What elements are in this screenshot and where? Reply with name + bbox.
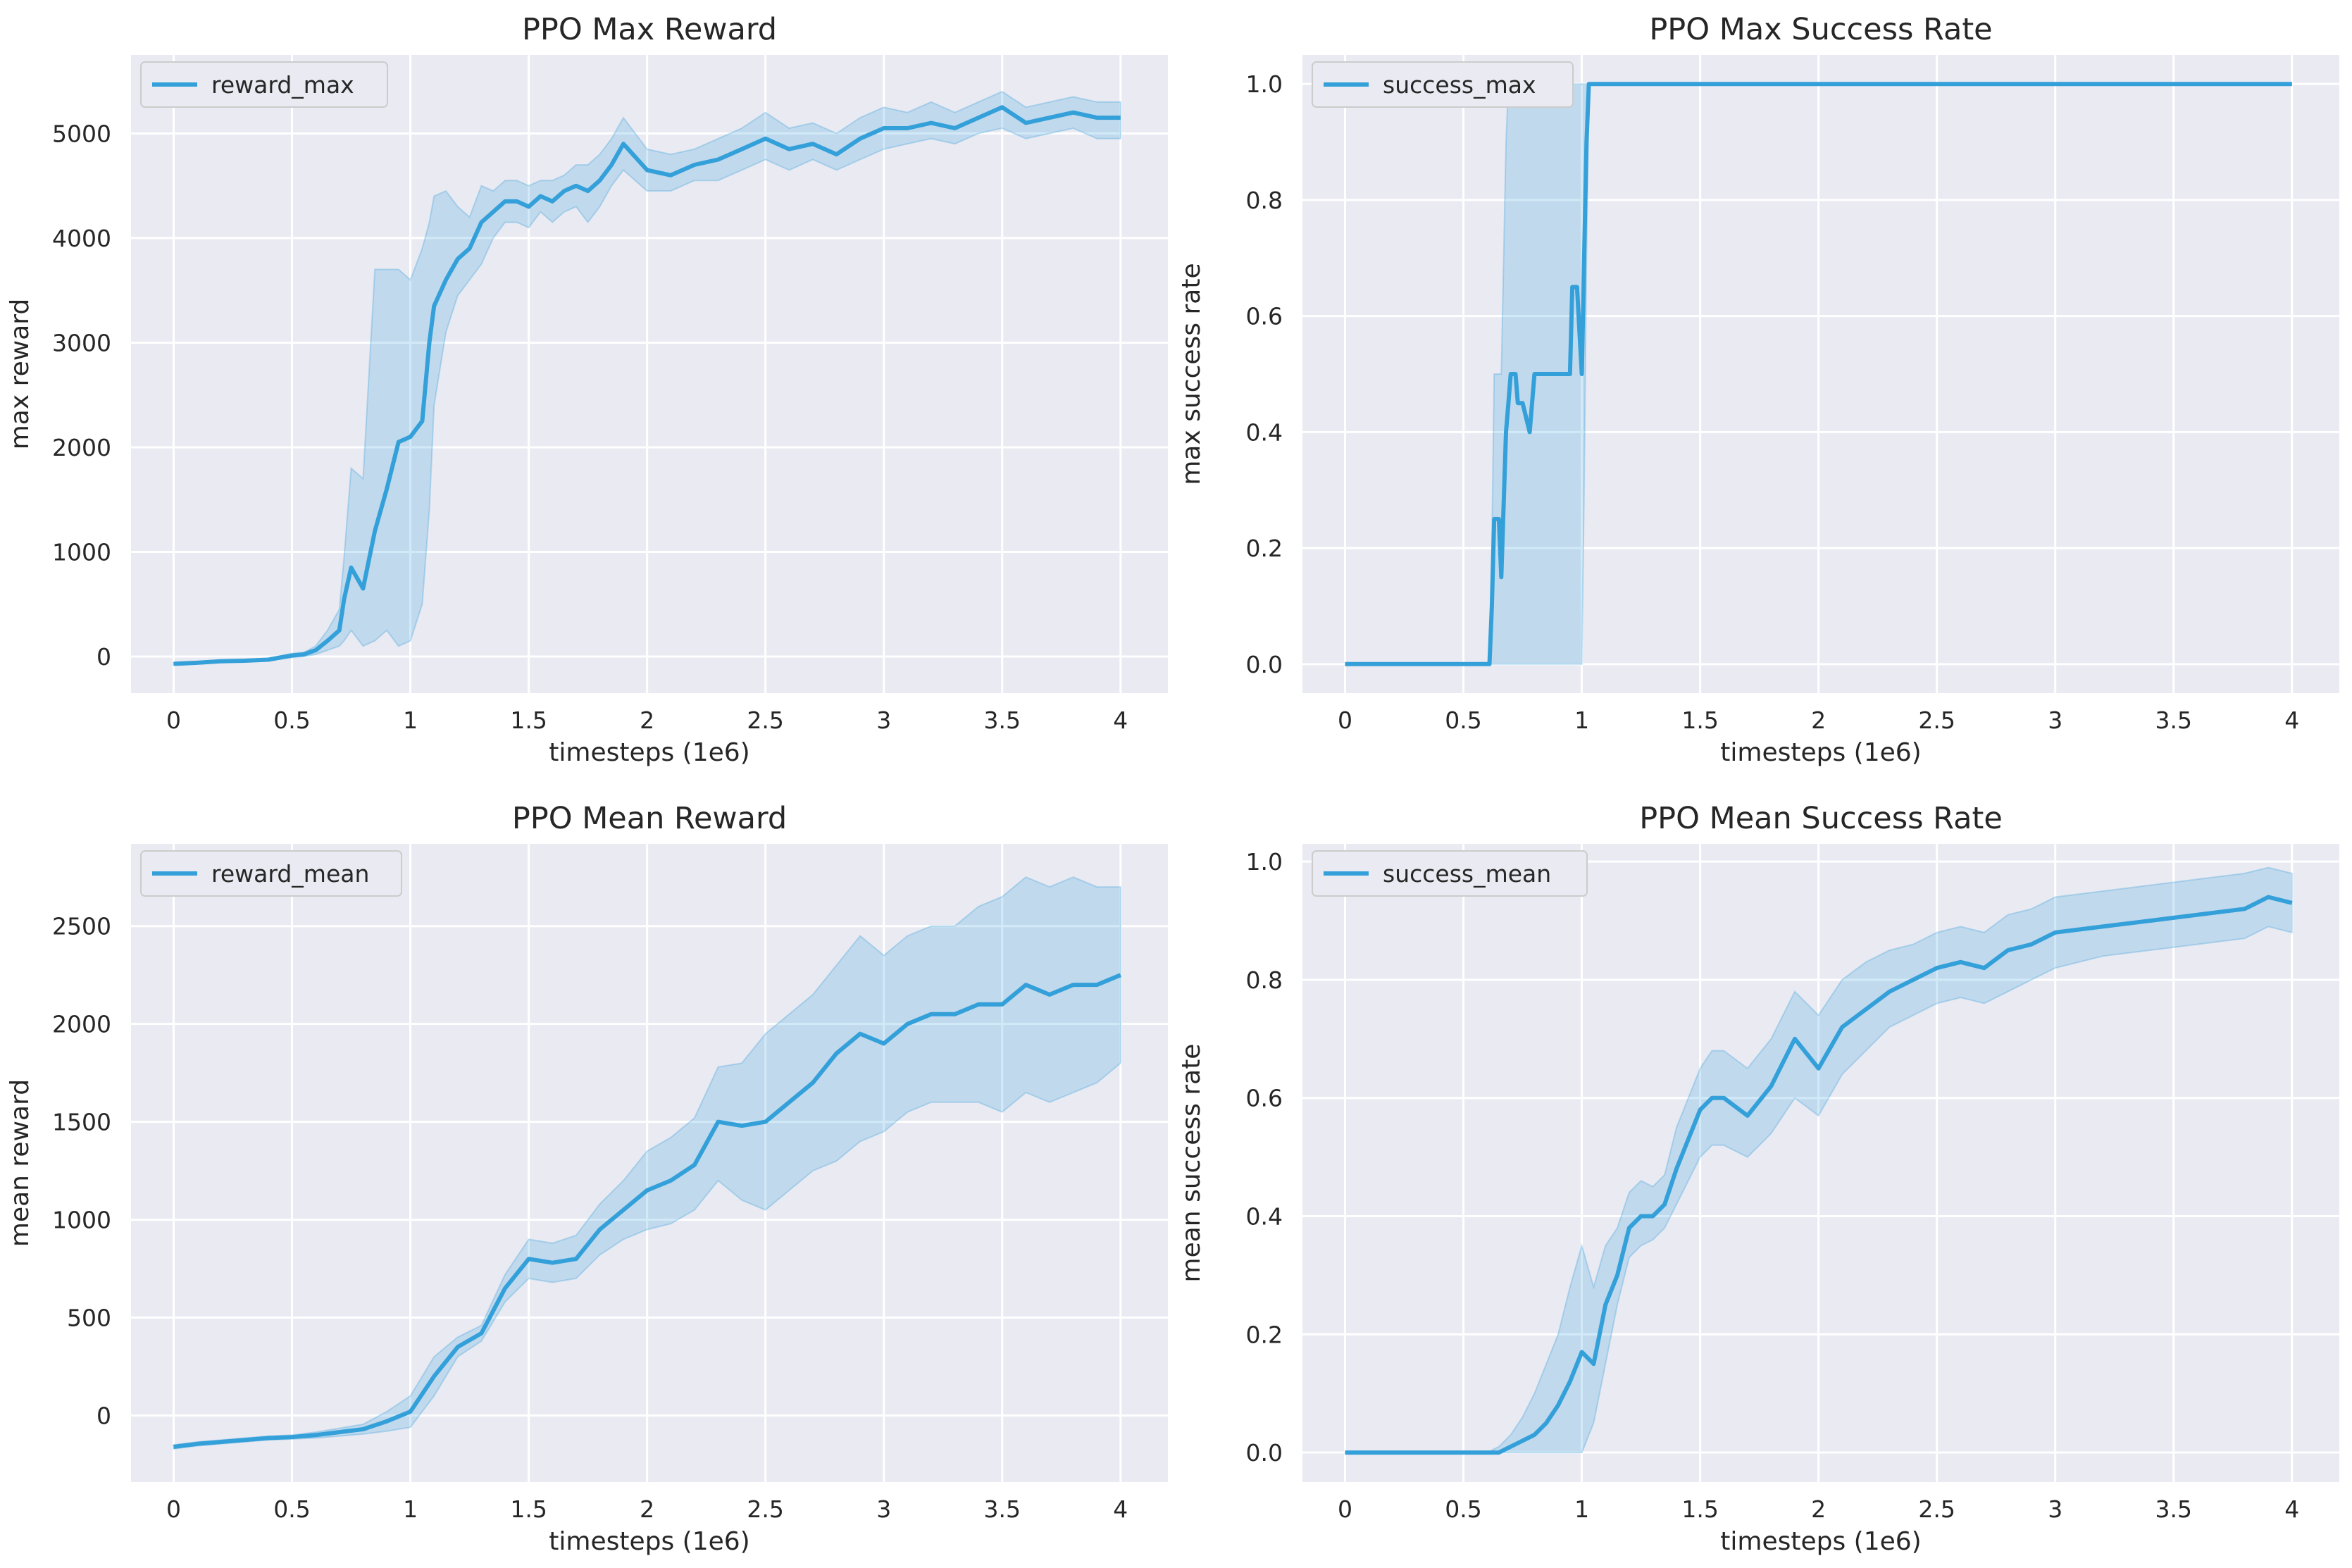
series-line-success_mean	[1345, 895, 2293, 1455]
plot-area	[1302, 55, 2339, 693]
legend: reward_max	[140, 61, 388, 108]
y-tick-label: 4000	[52, 225, 111, 252]
x-tick-label: 1	[403, 1495, 418, 1523]
x-tick-label: 3	[876, 707, 891, 734]
x-tick-label: 3	[2048, 707, 2062, 734]
x-tick-label: 4	[2284, 707, 2299, 734]
y-axis-label: max success rate	[1177, 263, 1206, 485]
chart-title: PPO Max Success Rate	[1649, 12, 1992, 47]
x-tick-label: 2.5	[1918, 1495, 1955, 1523]
x-tick-label: 1.5	[510, 707, 547, 734]
y-tick-label: 500	[67, 1305, 111, 1332]
x-tick-label: 2	[640, 707, 654, 734]
y-axis-label: mean success rate	[1177, 1044, 1206, 1283]
x-tick-label: 3.5	[984, 1495, 1021, 1523]
y-tick-label: 1.0	[1246, 848, 1283, 876]
y-tick-label: 0	[97, 1402, 111, 1430]
chart-panel-mean_reward: 0 0.5 1 1.5 2 2.5 3 3.5 4 0 500 1000 1500 2000 2500 PPO…	[6, 801, 1168, 1556]
legend: success_mean	[1312, 850, 1588, 897]
series-band-reward_mean	[173, 876, 1121, 1450]
x-tick-label: 1.5	[510, 1495, 547, 1523]
y-tick-label: 1000	[52, 1207, 111, 1234]
y-tick-label: 0.2	[1246, 535, 1283, 562]
y-axis-label: max reward	[6, 299, 35, 450]
series-line-reward_max	[173, 105, 1121, 666]
x-tick-label: 3.5	[2155, 707, 2192, 734]
x-tick-label: 2	[640, 1495, 654, 1523]
y-tick-label: 1000	[52, 538, 111, 566]
chart-title: PPO Max Reward	[522, 12, 777, 47]
x-tick-label: 0.5	[1445, 707, 1481, 734]
x-axis-label: timesteps (1e6)	[1720, 738, 1921, 767]
y-tick-label: 3000	[52, 329, 111, 356]
y-tick-label: 0.8	[1246, 966, 1283, 994]
legend: reward_mean	[140, 850, 402, 897]
x-tick-label: 1.5	[1681, 1495, 1718, 1523]
x-tick-label: 1	[1574, 1495, 1589, 1523]
y-tick-label: 0.0	[1246, 651, 1283, 678]
x-tick-label: 3.5	[2155, 1495, 2192, 1523]
legend: success_max	[1312, 61, 1574, 108]
y-tick-label: 0.2	[1246, 1321, 1283, 1348]
x-tick-label: 2	[1811, 1495, 1826, 1523]
x-tick-label: 2.5	[747, 1495, 783, 1523]
y-tick-label: 5000	[52, 120, 111, 147]
y-tick-label: 2500	[52, 913, 111, 940]
x-tick-label: 0	[1338, 1495, 1352, 1523]
x-tick-label: 0.5	[273, 707, 310, 734]
legend-label: success_max	[1383, 71, 1536, 99]
legend-label: success_mean	[1383, 860, 1551, 888]
series-line-reward_mean	[173, 973, 1121, 1449]
y-tick-label: 0.4	[1246, 1203, 1283, 1231]
plot-area	[131, 55, 1168, 693]
chart-panel-max_reward: 0 0.5 1 1.5 2 2.5 3 3.5 4 0 1000 2000 3000 4000 5000 PP…	[6, 12, 1168, 767]
legend-box	[1312, 850, 1588, 897]
x-tick-label: 1.5	[1681, 707, 1718, 734]
x-tick-label: 0	[166, 1495, 181, 1523]
x-tick-label: 2.5	[1918, 707, 1955, 734]
plot-area	[1302, 844, 2339, 1482]
x-tick-label: 0	[166, 707, 181, 734]
chart-title: PPO Mean Reward	[512, 801, 787, 836]
y-tick-label: 0	[97, 643, 111, 671]
series-line-success_max	[1345, 82, 2292, 666]
x-tick-label: 4	[1113, 1495, 1128, 1523]
x-tick-label: 3.5	[984, 707, 1021, 734]
plot-area	[131, 844, 1168, 1482]
y-tick-label: 1.0	[1246, 70, 1283, 98]
y-tick-label: 2000	[52, 1011, 111, 1038]
x-axis-label: timesteps (1e6)	[1720, 1527, 1921, 1556]
y-tick-label: 0.8	[1246, 187, 1283, 214]
y-tick-label: 0.0	[1246, 1439, 1283, 1467]
chart-panel-max_success: 0 0.5 1 1.5 2 2.5 3 3.5 4 0.0 0.2 0.4 0.6 0.8 1.0 PPO M…	[1177, 12, 2339, 767]
y-tick-label: 0.6	[1246, 303, 1283, 330]
x-tick-label: 3	[876, 1495, 891, 1523]
x-tick-label: 0	[1338, 707, 1352, 734]
legend-box	[140, 850, 402, 897]
chart-title: PPO Mean Success Rate	[1639, 801, 2003, 836]
y-tick-label: 0.6	[1246, 1085, 1283, 1112]
x-tick-label: 3	[2048, 1495, 2062, 1523]
y-tick-label: 1500	[52, 1109, 111, 1136]
x-axis-label: timesteps (1e6)	[549, 1527, 749, 1556]
x-tick-label: 1	[403, 707, 418, 734]
y-tick-label: 0.4	[1246, 418, 1283, 446]
x-tick-label: 2.5	[747, 707, 783, 734]
x-tick-label: 1	[1574, 707, 1589, 734]
y-axis-label: mean reward	[6, 1079, 35, 1247]
y-tick-label: 2000	[52, 434, 111, 461]
legend-label: reward_max	[211, 71, 354, 99]
chart-panel-mean_success: 0 0.5 1 1.5 2 2.5 3 3.5 4 0.0 0.2 0.4 0.6 0.8 1.0 PPO M…	[1177, 801, 2339, 1556]
x-tick-label: 2	[1811, 707, 1826, 734]
series-band-reward_max	[173, 90, 1121, 666]
x-axis-label: timesteps (1e6)	[549, 738, 749, 767]
x-tick-label: 0.5	[1445, 1495, 1481, 1523]
legend-box	[140, 61, 388, 108]
legend-box	[1312, 61, 1574, 108]
x-tick-label: 4	[2284, 1495, 2299, 1523]
x-tick-label: 0.5	[273, 1495, 310, 1523]
legend-label: reward_mean	[211, 860, 369, 888]
x-tick-label: 4	[1113, 707, 1128, 734]
